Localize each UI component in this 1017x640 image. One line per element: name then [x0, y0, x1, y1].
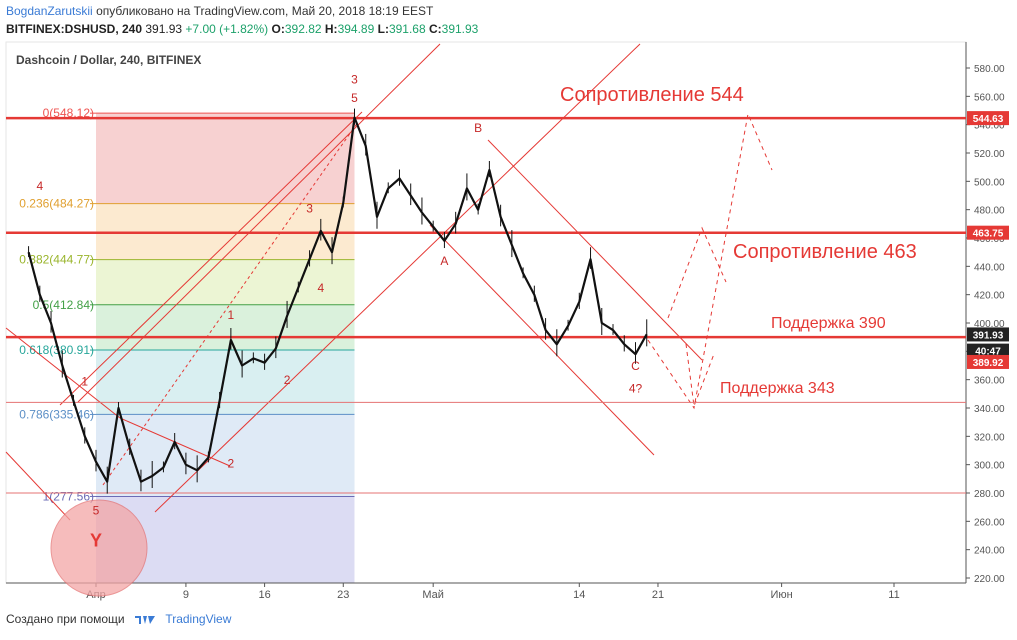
wave-label: 1 [81, 374, 88, 388]
symbol-label: BITFINEX:DSHUSD, 240 [6, 22, 143, 36]
y-tick-label: 420.00 [974, 291, 1005, 302]
fib-zone [96, 350, 355, 415]
channel-lower-line [429, 224, 655, 456]
x-tick-label: 14 [573, 589, 585, 601]
tradingview-logo-icon [134, 615, 155, 624]
wave-label: B [474, 121, 482, 135]
y-tick-label: 560.00 [974, 92, 1005, 103]
y-tick-label: 580.00 [974, 64, 1005, 75]
fib-level-label: 0.5(412.84) [33, 298, 94, 312]
open-value: 392.82 [284, 22, 322, 36]
corrective-wave-label: Y [90, 530, 102, 550]
y-tick-label: 280.00 [974, 489, 1005, 500]
price-series-line [27, 116, 648, 483]
wave-label: A [440, 254, 448, 268]
wave-label: 4 [317, 281, 324, 295]
x-tick-label: 21 [652, 589, 664, 601]
fib-level-label: 0(548.12) [43, 106, 94, 120]
y-tick-label: 360.00 [974, 376, 1005, 387]
x-tick-label: Май [422, 589, 444, 601]
wave-label: 4? [629, 381, 643, 395]
wave-label: 4 [36, 179, 43, 193]
forecast-path [685, 343, 715, 407]
y-tick-label: 400.00 [974, 319, 1005, 330]
price-badge-label: 463.75 [973, 229, 1004, 240]
y-tick-label: 300.00 [974, 461, 1005, 472]
wave-label: 2 [228, 457, 235, 471]
price-badge-label: 391.93 [973, 330, 1004, 341]
author-link[interactable]: BogdanZarutskii [6, 4, 93, 18]
x-tick-label: 23 [337, 589, 349, 601]
tradingview-link[interactable]: TradingView [165, 612, 232, 626]
wave-label: 3 [351, 73, 358, 87]
low-value: 391.68 [388, 22, 426, 36]
wave-label: 1 [228, 308, 235, 322]
level-label: Сопротивление 463 [733, 241, 917, 263]
fib-level-label: 0.382(444.77) [19, 253, 94, 267]
close-value: 391.93 [441, 22, 479, 36]
level-label: Сопротивление 544 [560, 84, 744, 106]
fib-level-label: 0.236(484.27) [19, 197, 94, 211]
low-label: L: [377, 22, 389, 36]
channel-lower-line [154, 43, 641, 513]
wave-label: 2 [284, 373, 291, 387]
published-text: опубликовано на TradingView.com, Май 20,… [96, 4, 434, 18]
price-badge [967, 354, 1009, 369]
price-badge [967, 327, 1009, 342]
fib-zone [96, 414, 355, 497]
last-price: 391.93 [145, 22, 183, 36]
created-with-text: Создано при помощи [6, 612, 125, 626]
channel-upper-line [59, 111, 363, 406]
y-tick-label: 240.00 [974, 546, 1005, 557]
price-badge-label: 40:47 [975, 347, 1001, 358]
price-change: +7.00 (+1.82%) [185, 22, 269, 36]
y-tick-label: 340.00 [974, 404, 1005, 415]
channel-lower-line [5, 451, 71, 521]
y-tick-label: 320.00 [974, 432, 1005, 443]
y-tick-label: 220.00 [974, 574, 1005, 585]
fib-zone [96, 304, 355, 351]
price-badge [967, 225, 1009, 240]
wave-line [5, 327, 121, 419]
forecast-path [667, 226, 727, 319]
level-label: Поддержка 343 [720, 380, 835, 397]
x-tick-label: Июн [770, 589, 792, 601]
publish-info: BogdanZarutskii опубликовано на TradingV… [6, 4, 433, 18]
y-tick-label: 540.00 [974, 121, 1005, 132]
level-label: Поддержка 390 [771, 315, 886, 332]
fib-zone [96, 259, 355, 305]
channel-upper-line [487, 139, 703, 361]
x-tick-label: 11 [888, 589, 899, 601]
y-tick-label: 520.00 [974, 149, 1005, 160]
y-tick-label: 500.00 [974, 177, 1005, 188]
chart-title: Dashcoin / Dollar, 240, BITFINEX [16, 53, 201, 67]
wave-label: 5 [93, 503, 100, 517]
x-tick-label: 9 [183, 589, 189, 601]
y-tick-label: 480.00 [974, 206, 1005, 217]
open-label: O: [271, 22, 285, 36]
price-badge-label: 389.92 [973, 358, 1004, 369]
corrective-wave-circle [50, 499, 148, 597]
channel-upper-line [77, 43, 441, 403]
wave-label: 3 [306, 202, 313, 216]
high-label: H: [324, 22, 338, 36]
projection-line [102, 121, 359, 486]
forecast-path [647, 112, 773, 410]
fib-zone [96, 113, 355, 204]
price-badge-label: 544.63 [973, 114, 1004, 125]
y-tick-label: 260.00 [974, 517, 1005, 528]
high-value: 394.89 [337, 22, 375, 36]
wave-label: C [631, 359, 640, 373]
wave-label: 5 [351, 91, 358, 105]
x-tick-label: 16 [258, 589, 270, 601]
close-label: C: [428, 22, 442, 36]
price-badge [967, 111, 1009, 126]
price-badge [967, 343, 1009, 358]
fib-level-label: 0.786(335.46) [19, 407, 94, 421]
ohlc-bar: BITFINEX:DSHUSD, 240 391.93 +7.00 (+1.82… [6, 22, 478, 36]
footer: Создано при помощи TradingView [6, 612, 231, 626]
y-tick-label: 440.00 [974, 262, 1005, 273]
